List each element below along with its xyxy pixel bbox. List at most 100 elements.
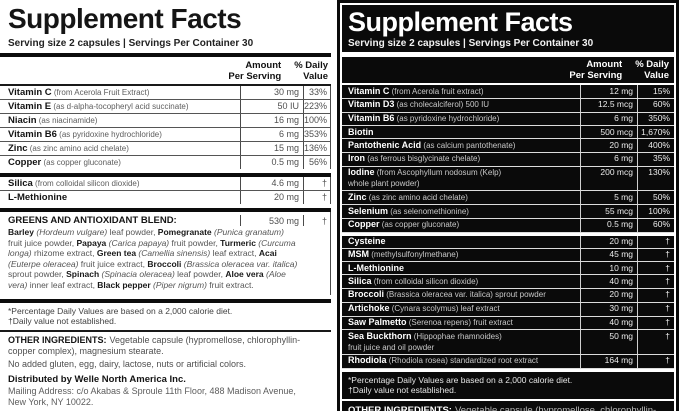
distributor-heading: Distributed by Welle North America Inc. <box>8 373 186 385</box>
nutrient-amount: 15 mg <box>240 142 303 155</box>
table-row: Cysteine 20 mg † <box>342 235 674 249</box>
nutrient-name: Vitamin E (as d-alpha-tocopheryl acid su… <box>8 101 189 112</box>
distributor-address-line1: Mailing Address: c/o Akabas & Sproule 11… <box>8 385 296 396</box>
nutrient-daily-value: 35% <box>637 152 674 166</box>
table-row: Vitamin C (from Acerola Fruit Extract) 30… <box>0 86 330 100</box>
other-ingredients-text: Vegetable capsule (hypromellose, chlorop… <box>454 404 657 411</box>
table-row: Vitamin D3 (as cholecalciferol) 500 IU 12… <box>342 98 674 113</box>
table-row: MSM (methylsulfonylmethane) 45 mg † <box>342 248 674 263</box>
no-added-statement: No added gluten, egg, dairy, lactose, nu… <box>8 358 246 369</box>
nutrient-name: Vitamin B6 (as pyridoxine hydrochloride) <box>348 113 500 124</box>
other-ingredients-heading: OTHER INGREDIENTS: <box>348 404 452 411</box>
divider-thick <box>342 52 674 57</box>
nutrient-amount: 20 mg <box>580 288 637 302</box>
nutrient-daily-value: 223% <box>303 100 330 113</box>
nutrient-name: Artichoke (Cynara scolymus) leaf extract <box>348 303 500 314</box>
nutrient-amount: 50 IU <box>240 100 303 113</box>
nutrient-table-main: Vitamin C (from Acerola fruit extract) 12… <box>342 85 674 233</box>
nutrient-name: MSM (methylsulfonylmethane) <box>348 249 459 260</box>
footnote-daily-values: *Percentage Daily Values are based on a … <box>8 305 233 316</box>
nutrient-amount: 30 mg <box>240 86 303 99</box>
nutrient-daily-value: 60% <box>637 98 674 112</box>
nutrient-table-main: Vitamin C (from Acerola Fruit Extract) 30… <box>0 86 331 169</box>
nutrient-daily-value: † <box>637 316 674 330</box>
nutrient-name: Broccoli (Brassica oleracea var. italica… <box>348 289 546 300</box>
nutrient-table-secondary: Cysteine 20 mg † MSM (methylsulfonylmethane… <box>342 235 674 369</box>
daily-value-header: % Daily Value <box>635 59 669 81</box>
nutrient-name: Iodine (from Ascophyllum nodosum (Kelp) w… <box>348 167 502 189</box>
nutrient-amount: 16 mg <box>240 114 303 127</box>
divider-thick <box>342 232 674 236</box>
nutrient-amount: 0.5 mg <box>580 218 637 232</box>
nutrient-daily-value: † <box>637 302 674 316</box>
nutrient-amount: 50 mg <box>580 330 637 354</box>
nutrient-name: L-Methionine <box>348 262 404 273</box>
nutrient-name: Zinc (as zinc amino acid chelate) <box>8 143 129 154</box>
nutrient-daily-value: † <box>637 248 674 262</box>
nutrient-daily-value: 15% <box>637 85 674 98</box>
other-ingredients: OTHER INGREDIENTS: Vegetable capsule (hyp… <box>0 332 331 370</box>
table-column-headers: Amount Per Serving % Daily Value <box>342 57 674 83</box>
nutrient-amount: 10 mg <box>580 262 637 275</box>
nutrient-daily-value: 33% <box>303 86 330 99</box>
table-row: Vitamin C (from Acerola fruit extract) 12… <box>342 85 674 99</box>
nutrient-name: L-Methionine <box>8 192 68 203</box>
distributor-info: Distributed by Welle North America Inc. … <box>0 370 331 408</box>
other-ingredients-heading: OTHER INGREDIENTS: <box>8 334 107 345</box>
nutrient-name: Niacin (as niacinamide) <box>8 115 98 126</box>
table-row: Saw Palmetto (Serenoa repens) fruit extr… <box>342 316 674 331</box>
nutrient-daily-value: 350% <box>637 112 674 126</box>
nutrient-name: Silica (from colloidal silicon dioxide) <box>348 275 479 286</box>
amount-header: Amount Per Serving <box>228 60 282 82</box>
serving-info: Serving size 2 capsules | Servings Per C… <box>348 38 594 49</box>
nutrient-name: Selenium (as selenomethionine) <box>348 205 469 216</box>
table-column-headers: Amount Per Serving % Daily Value <box>0 57 331 84</box>
page-title: Supplement Facts <box>348 7 573 37</box>
nutrient-name: Vitamin B6 (as pyridoxine hydrochloride) <box>8 129 162 140</box>
table-row: Vitamin E (as d-alpha-tocopheryl acid su… <box>0 100 330 114</box>
nutrient-daily-value: † <box>637 262 674 275</box>
blend-dv: † <box>303 215 330 226</box>
footnote-dagger: †Daily value not established. <box>348 385 457 396</box>
nutrient-daily-value: 50% <box>637 191 674 205</box>
table-row: Broccoli (Brassica oleracea var. italica… <box>342 288 674 303</box>
divider-medium <box>0 84 331 86</box>
nutrient-name: Vitamin D3 (as cholecalciferol) 500 IU <box>348 99 490 110</box>
nutrient-amount: 200 mcg <box>580 166 637 191</box>
table-row: Copper (as copper gluconate) 0.5 mg 56% <box>0 156 330 169</box>
table-row: Vitamin B6 (as pyridoxine hydrochloride)… <box>342 112 674 127</box>
nutrient-daily-value: † <box>303 191 330 204</box>
nutrient-amount: 30 mg <box>580 302 637 316</box>
divider-thick <box>0 208 331 212</box>
table-row: Selenium (as selenomethionine) 55 mcg 100% <box>342 205 674 219</box>
nutrient-daily-value: † <box>637 354 674 368</box>
nutrient-name: Biotin <box>348 126 374 137</box>
nutrient-amount: 45 mg <box>580 248 637 262</box>
footnotes: *Percentage Daily Values are based on a … <box>0 303 331 330</box>
nutrient-name: Iron (as ferrous bisglycinate chelate) <box>348 153 481 164</box>
nutrient-amount: 40 mg <box>580 316 637 330</box>
table-row: Iodine (from Ascophyllum nodosum (Kelp) w… <box>342 166 674 192</box>
nutrient-daily-value: † <box>637 235 674 248</box>
nutrient-amount: 0.5 mg <box>240 156 303 169</box>
table-row: Rhodiola (Rhodiola rosea) standardized r… <box>342 354 674 369</box>
nutrient-amount: 12.5 mcg <box>580 98 637 112</box>
distributor-address-line2: New York, NY 10022. <box>8 396 94 407</box>
nutrient-amount: 5 mg <box>580 191 637 205</box>
nutrient-name: Saw Palmetto (Serenoa repens) fruit extr… <box>348 317 513 328</box>
nutrient-daily-value: 100% <box>303 114 330 127</box>
nutrient-daily-value: 56% <box>303 156 330 169</box>
nutrient-amount: 20 mg <box>580 235 637 248</box>
nutrient-name: Vitamin C (from Acerola Fruit Extract) <box>8 87 150 98</box>
table-row: Silica (from colloidal silicon dioxide) 4… <box>342 275 674 289</box>
nutrient-name: Pantothenic Acid (as calcium pantothenat… <box>348 139 516 150</box>
nutrient-amount: 6 mg <box>580 152 637 166</box>
right-supplement-label: Supplement Facts Serving size 2 capsules… <box>337 0 679 411</box>
nutrient-daily-value: 353% <box>303 128 330 141</box>
nutrient-amount: 12 mg <box>580 85 637 98</box>
divider-thick <box>342 368 674 372</box>
nutrient-daily-value: 400% <box>637 139 674 152</box>
nutrient-amount: 500 mcg <box>580 126 637 139</box>
blend-heading: GREENS AND ANTIOXIDANT BLEND: <box>8 215 177 226</box>
